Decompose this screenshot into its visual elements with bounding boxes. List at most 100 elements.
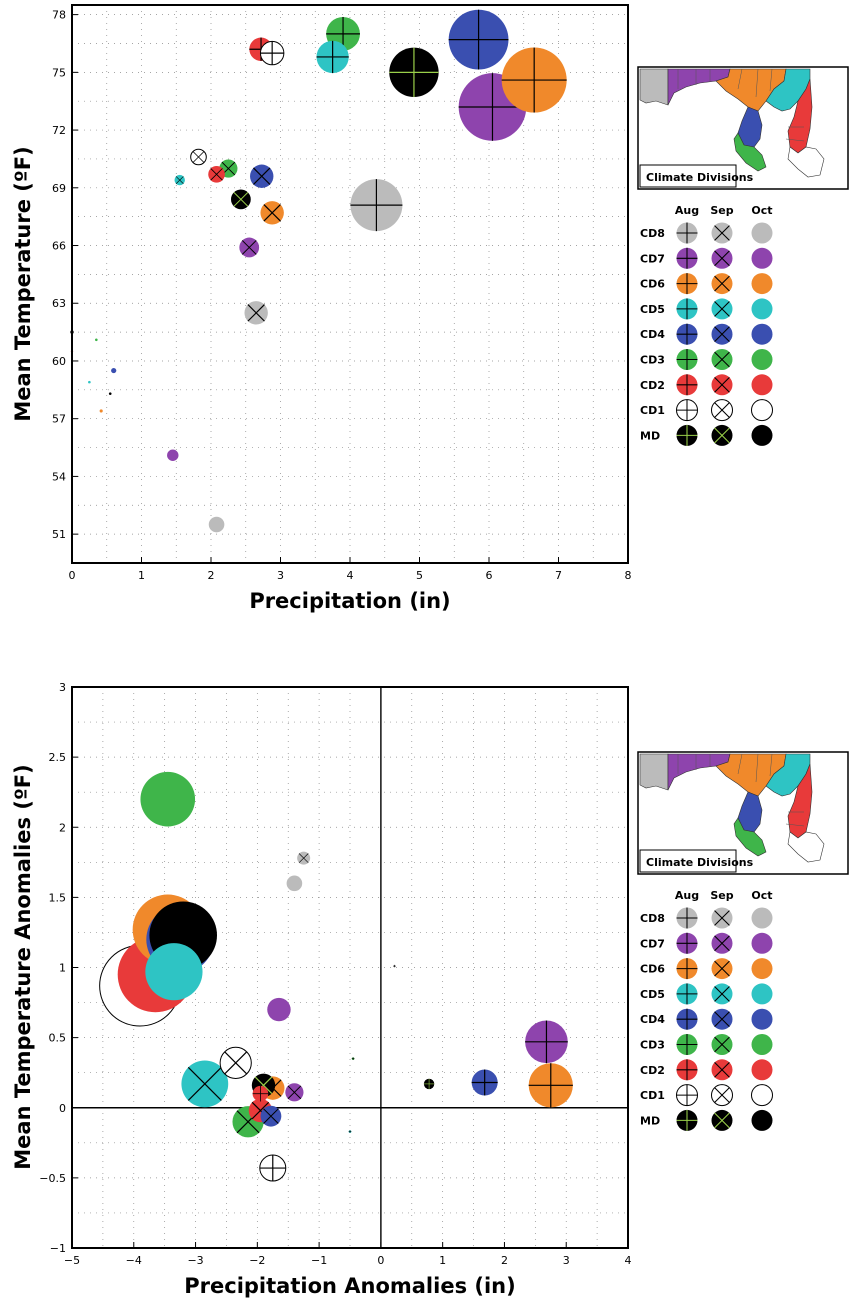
point-cd5-sep	[174, 174, 185, 186]
y-tick-label: 2.5	[49, 751, 67, 764]
y-tick-label: 0.5	[49, 1032, 67, 1045]
map-division-cd5	[765, 753, 811, 797]
point-md-aug	[389, 47, 439, 98]
point-cd2-sep	[208, 166, 225, 183]
legend-label-cd4: CD4	[640, 1013, 665, 1026]
point-cd8-aug	[350, 179, 403, 232]
data-points	[99, 771, 573, 1182]
point-cd8-sep	[244, 301, 268, 325]
legend-marker-cd8-oct	[751, 222, 773, 244]
legend-marker-cd5-oct	[751, 298, 773, 320]
point-cd3-oct	[95, 338, 98, 342]
point-cd4-aug	[471, 1069, 498, 1096]
y-tick-label: 75	[52, 66, 66, 79]
x-tick-label: 0	[69, 569, 76, 582]
y-tick-label: 1	[59, 962, 66, 975]
map-division-cd8	[639, 753, 669, 791]
legend-marker-cd3-oct	[751, 1034, 773, 1055]
legend-marker-md-sep	[711, 1109, 733, 1131]
y-tick-label: 57	[52, 413, 66, 426]
legend-label-cd3: CD3	[640, 1039, 665, 1052]
x-tick-label: −3	[187, 1254, 203, 1267]
point-cd8-aug	[393, 964, 396, 968]
y-tick-label: −1	[50, 1242, 66, 1255]
point-cd7-oct	[167, 449, 179, 461]
legend-marker-cd2-oct	[751, 1059, 773, 1081]
point-md-aug	[423, 1078, 435, 1090]
legend-marker-cd7-sep	[711, 932, 733, 954]
legend-marker-cd6-oct	[751, 958, 773, 980]
point-cd4-aug	[448, 9, 509, 70]
point-cd5-oct	[88, 380, 91, 384]
point-cd7-sep	[285, 1083, 304, 1102]
point-md-sep	[231, 189, 251, 210]
x-tick-label: 1	[138, 569, 145, 582]
legend-marker-cd6-aug	[676, 273, 698, 295]
legend-marker-cd7-aug	[676, 247, 698, 269]
point-cd6-oct	[99, 409, 103, 413]
x-tick-label: 3	[563, 1254, 570, 1267]
legend-marker-cd7-aug	[676, 932, 698, 954]
point-cd5-sep	[181, 1060, 229, 1108]
legend-label-cd6: CD6	[640, 278, 665, 291]
x-tick-label: 7	[555, 569, 562, 582]
x-tick-label: 8	[625, 569, 632, 582]
legend-label-cd1: CD1	[640, 404, 665, 417]
y-tick-label: 3	[59, 681, 66, 694]
x-tick-label: 6	[486, 569, 493, 582]
legend-marker-cd4-aug	[676, 1008, 698, 1030]
legend-marker-cd1-aug	[676, 1084, 698, 1107]
legend-label-cd8: CD8	[640, 227, 665, 240]
y-tick-label: 2	[59, 821, 66, 834]
legend-label-cd6: CD6	[640, 963, 665, 976]
legend-marker-cd8-aug	[676, 222, 698, 244]
legend-marker-cd7-oct	[751, 932, 773, 954]
map-division-cd3	[733, 817, 767, 857]
y-tick-label: 1.5	[49, 891, 67, 904]
point-cd3-aug	[351, 1057, 355, 1060]
legend-marker-cd5-aug	[676, 298, 698, 320]
legend-marker-cd6-aug	[676, 958, 698, 980]
legend-marker-md-aug	[676, 424, 698, 446]
legend-label-md: MD	[640, 429, 660, 442]
y-tick-label: 54	[52, 470, 66, 483]
scatter-plot-1: 0 1 2 3 4 5 6 7 851545760636669727578Precipitati…	[11, 4, 632, 613]
y-tick-label: 60	[52, 355, 66, 368]
y-tick-label: 78	[52, 9, 66, 22]
point-cd7-aug	[525, 1020, 568, 1064]
point-cd6-aug	[501, 47, 567, 113]
x-tick-label: −1	[311, 1254, 327, 1267]
legend-marker-cd4-oct	[751, 323, 773, 345]
point-cd4-sep	[250, 164, 274, 188]
y-tick-label: 0	[59, 1102, 66, 1115]
point-cd1-aug	[259, 1154, 287, 1182]
x-tick-label: −2	[249, 1254, 265, 1267]
x-tick-label: 2	[501, 1254, 508, 1267]
legend-marker-cd5-sep	[711, 983, 733, 1005]
point-cd1-sep	[190, 148, 207, 166]
point-cd5-oct	[145, 943, 203, 1001]
point-cd6-aug	[528, 1063, 573, 1108]
legend-marker-cd8-sep	[711, 907, 733, 929]
y-tick-label: 66	[52, 240, 66, 253]
scatter-plot-2: −5 −4 −3 −2 −1 0 1 2 3 4 −1 −0.5 0 0.5 1 1.5 2 2.5 3 Precip…	[11, 681, 632, 1298]
y-tick-label: 51	[52, 528, 66, 541]
legend-header-aug: Aug	[675, 204, 699, 217]
legend-marker-cd4-aug	[676, 323, 698, 345]
y-tick-label: 69	[52, 182, 66, 195]
legend-label-cd7: CD7	[640, 252, 665, 265]
legend-marker-cd4-oct	[751, 1008, 773, 1030]
legend-marker-cd2-sep	[711, 1059, 733, 1081]
y-tick-label: −0.5	[39, 1172, 66, 1185]
data-points	[70, 9, 567, 533]
y-tick-label: 72	[52, 124, 66, 137]
legend-header-oct: Oct	[751, 204, 772, 217]
x-tick-label: 3	[277, 569, 284, 582]
map-caption: Climate Divisions	[646, 856, 754, 869]
x-tick-label: 0	[377, 1254, 384, 1267]
x-tick-label: −4	[126, 1254, 142, 1267]
legend-marker-cd2-aug	[676, 374, 698, 396]
point-cd8-oct	[286, 875, 303, 892]
point-cd5-aug	[316, 40, 349, 74]
legend-label-cd1: CD1	[640, 1089, 665, 1102]
